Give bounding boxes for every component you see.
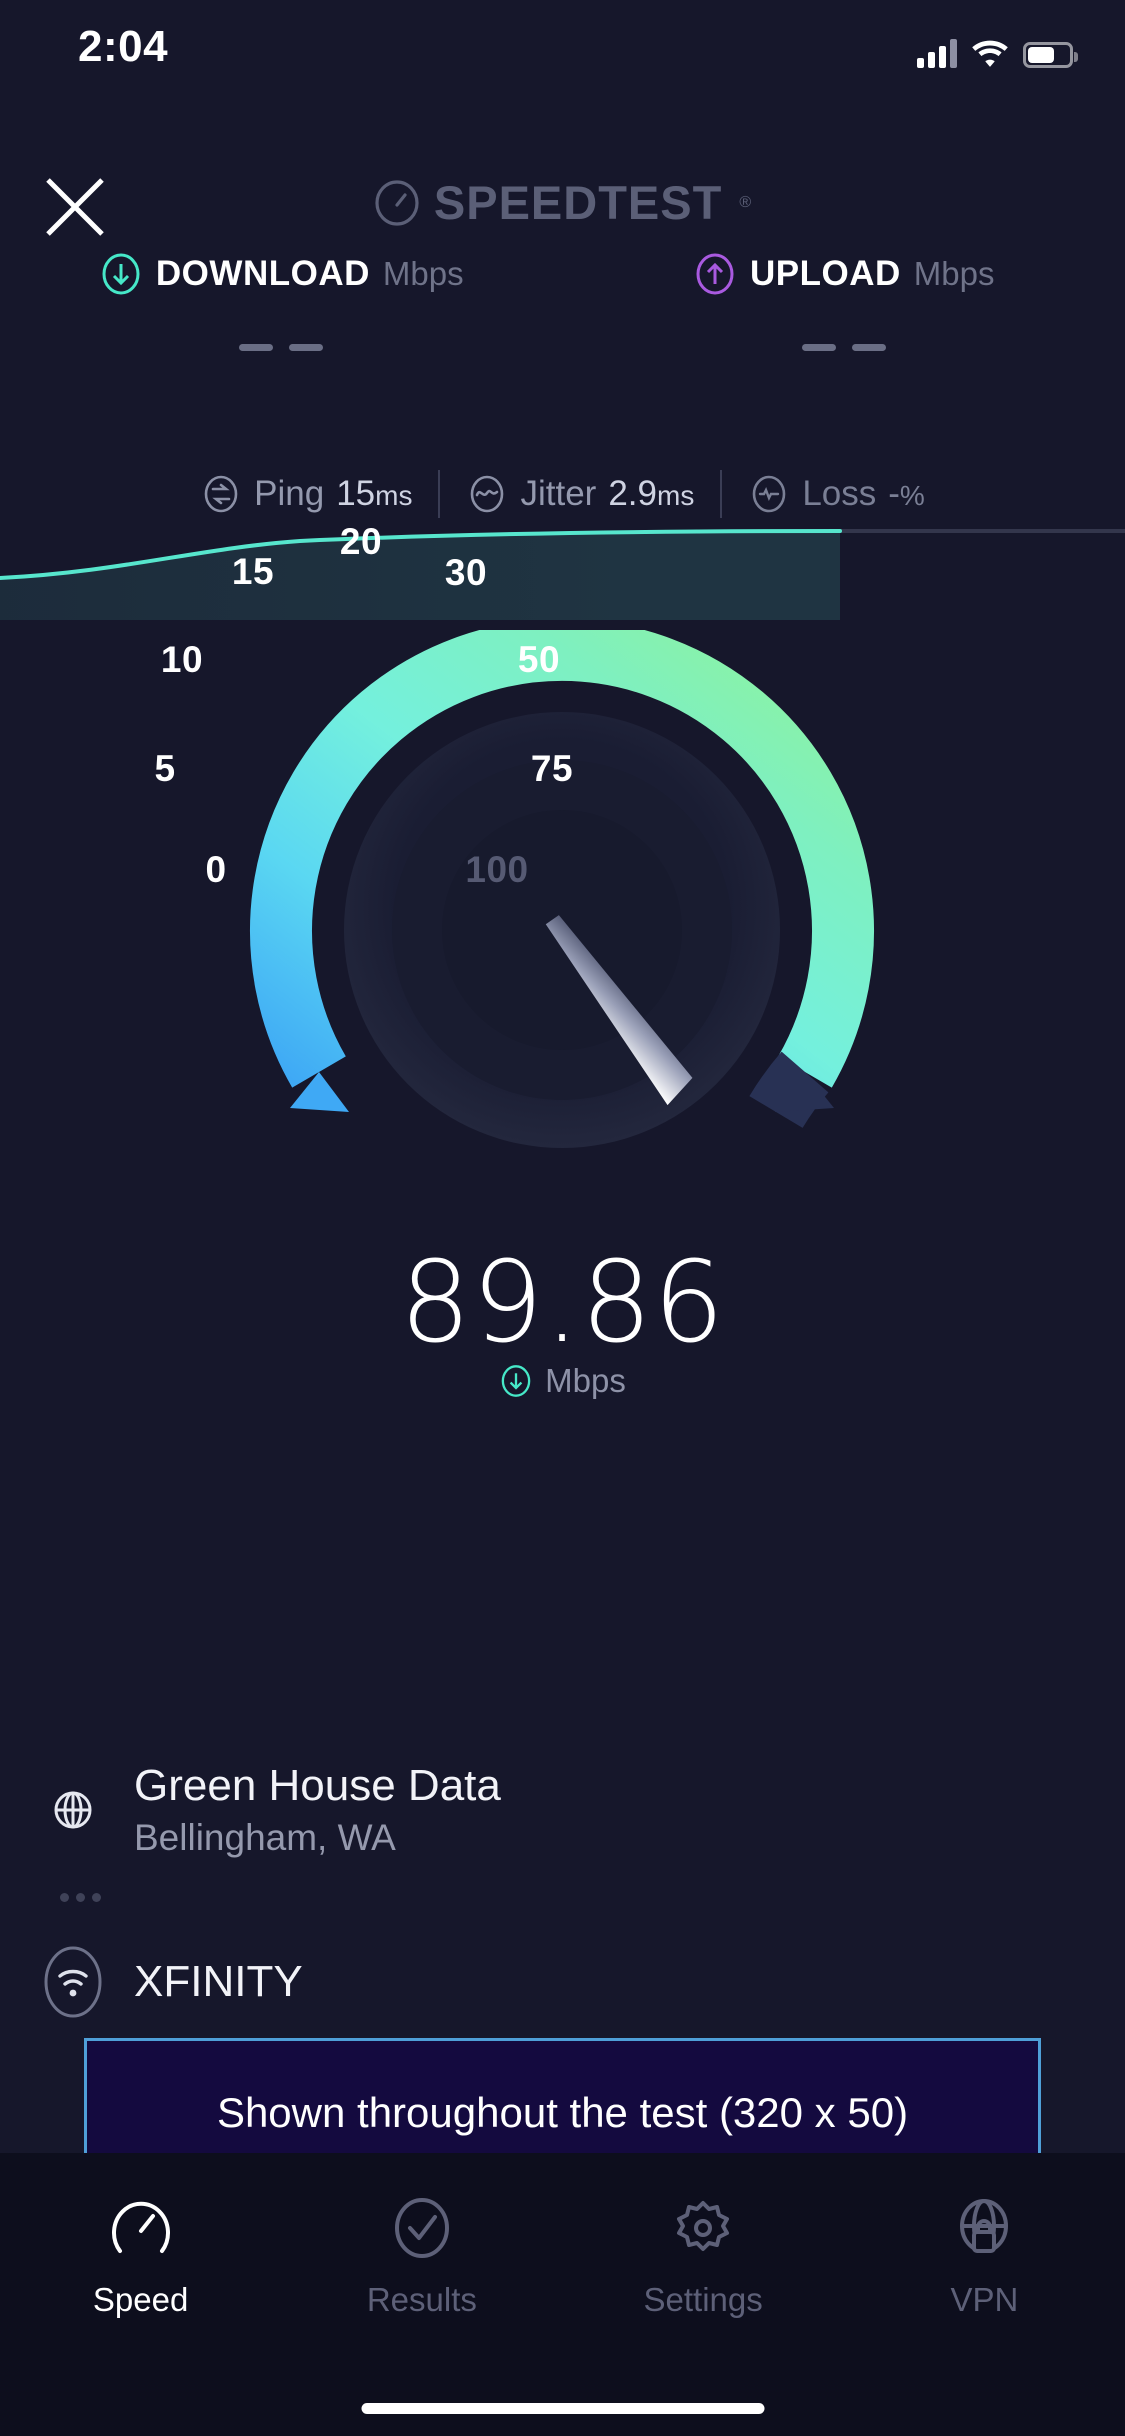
gauge-tick-0: 0 bbox=[205, 849, 227, 890]
tab-label-speed: Speed bbox=[92, 2281, 189, 2318]
tab-label-vpn: VPN bbox=[950, 2281, 1019, 2318]
tab-settings[interactable]: Settings bbox=[563, 2193, 844, 2319]
home-indicator[interactable] bbox=[361, 2403, 764, 2414]
download-metric-header: DOWNLOAD Mbps bbox=[0, 252, 563, 296]
ping-icon bbox=[204, 475, 238, 513]
download-arrow-icon bbox=[501, 1365, 531, 1397]
speed-readout: 89.86 Mbps bbox=[0, 1238, 1125, 1400]
tab-vpn[interactable]: VPN bbox=[844, 2193, 1125, 2319]
tab-results[interactable]: Results bbox=[281, 2193, 562, 2319]
more-dots-icon[interactable] bbox=[60, 1893, 101, 1902]
status-bar: 2:04 bbox=[0, 0, 1125, 100]
loss-value: -% bbox=[888, 474, 925, 513]
upload-arrow-icon bbox=[696, 253, 734, 295]
gauge-tick-10: 10 bbox=[160, 639, 204, 680]
speed-unit: Mbps bbox=[545, 1362, 626, 1399]
gear-icon bbox=[670, 2193, 736, 2263]
gauge-tick-30: 30 bbox=[444, 552, 488, 593]
server-location: Bellingham, WA bbox=[134, 1816, 396, 1858]
brand-trademark: ® bbox=[739, 193, 752, 211]
tab-speed[interactable]: Speed bbox=[0, 2193, 281, 2319]
metrics-values bbox=[0, 344, 1125, 351]
ping-stat: Ping 15ms bbox=[174, 473, 438, 515]
stat-divider bbox=[720, 470, 723, 518]
dash-icon bbox=[239, 344, 274, 351]
gauge-tick-75: 75 bbox=[530, 748, 574, 789]
gauge-tick-100: 100 bbox=[465, 849, 529, 890]
tab-label-settings: Settings bbox=[643, 2281, 763, 2318]
isp-text: XFINITY bbox=[134, 1956, 303, 2008]
status-bar-indicators bbox=[917, 28, 1078, 68]
upload-unit: Mbps bbox=[913, 255, 995, 292]
speedometer-icon bbox=[108, 2193, 174, 2263]
ping-label: Ping bbox=[254, 474, 325, 513]
network-stats-row: Ping 15ms Jitter 2.9ms Loss -% bbox=[0, 470, 1125, 518]
tab-label-results: Results bbox=[366, 2281, 477, 2318]
jitter-icon bbox=[471, 475, 504, 513]
stat-divider bbox=[438, 470, 441, 518]
globe-lock-icon bbox=[951, 2193, 1017, 2263]
server-name: Green House Data bbox=[134, 1761, 501, 1810]
bottom-tab-bar: Speed Results Settings bbox=[0, 2153, 1125, 2436]
jitter-value: 2.9ms bbox=[608, 474, 695, 513]
gauge-tick-20: 20 bbox=[339, 521, 383, 562]
jitter-stat: Jitter 2.9ms bbox=[440, 473, 720, 515]
download-value-placeholder bbox=[0, 344, 563, 351]
close-button[interactable] bbox=[40, 172, 110, 242]
download-label: DOWNLOAD bbox=[155, 254, 370, 293]
jitter-label: Jitter bbox=[520, 474, 597, 513]
wifi-circle-icon bbox=[44, 1946, 102, 2018]
isp-name: XFINITY bbox=[134, 1957, 303, 2007]
download-unit: Mbps bbox=[382, 255, 464, 292]
brand-name: SPEEDTEST bbox=[433, 176, 723, 229]
speed-value: 89.86 bbox=[399, 1238, 726, 1368]
metrics-header: DOWNLOAD Mbps UPLOAD Mbps bbox=[0, 252, 1125, 296]
brand-logo: SPEEDTEST ® bbox=[0, 175, 1125, 230]
upload-label: UPLOAD bbox=[750, 254, 901, 293]
speedtest-gauge-icon bbox=[375, 179, 419, 226]
speed-gauge: 0 5 10 15 20 30 50 75 100 bbox=[0, 521, 1125, 1160]
loss-stat: Loss -% bbox=[722, 473, 951, 515]
cellular-signal-icon bbox=[917, 38, 957, 68]
status-bar-time: 2:04 bbox=[78, 22, 169, 71]
server-text: Green House Data Bellingham, WA bbox=[134, 1760, 501, 1860]
dash-icon bbox=[289, 344, 324, 351]
loss-icon bbox=[753, 475, 786, 513]
wifi-icon bbox=[971, 38, 1009, 68]
test-progress-sparkline bbox=[0, 510, 1125, 620]
upload-metric-header: UPLOAD Mbps bbox=[563, 252, 1125, 296]
ping-value: 15ms bbox=[336, 474, 413, 513]
dash-icon bbox=[801, 344, 836, 351]
isp-row[interactable]: XFINITY bbox=[40, 1940, 303, 2024]
globe-icon bbox=[54, 1791, 92, 1829]
gauge-tick-50: 50 bbox=[517, 639, 561, 680]
gauge-tick-5: 5 bbox=[154, 748, 176, 789]
upload-value-placeholder bbox=[563, 344, 1125, 351]
loss-label: Loss bbox=[802, 474, 877, 513]
download-arrow-icon bbox=[102, 253, 140, 295]
check-circle-icon bbox=[389, 2193, 455, 2263]
speed-unit-row: Mbps bbox=[0, 1362, 1125, 1400]
battery-icon bbox=[1023, 42, 1078, 68]
dash-icon bbox=[851, 344, 886, 351]
ad-text: Shown throughout the test (320 x 50) bbox=[216, 2089, 909, 2136]
gauge-tick-15: 15 bbox=[231, 551, 275, 592]
close-icon bbox=[46, 178, 104, 236]
server-row[interactable]: Green House Data Bellingham, WA bbox=[40, 1760, 501, 1860]
